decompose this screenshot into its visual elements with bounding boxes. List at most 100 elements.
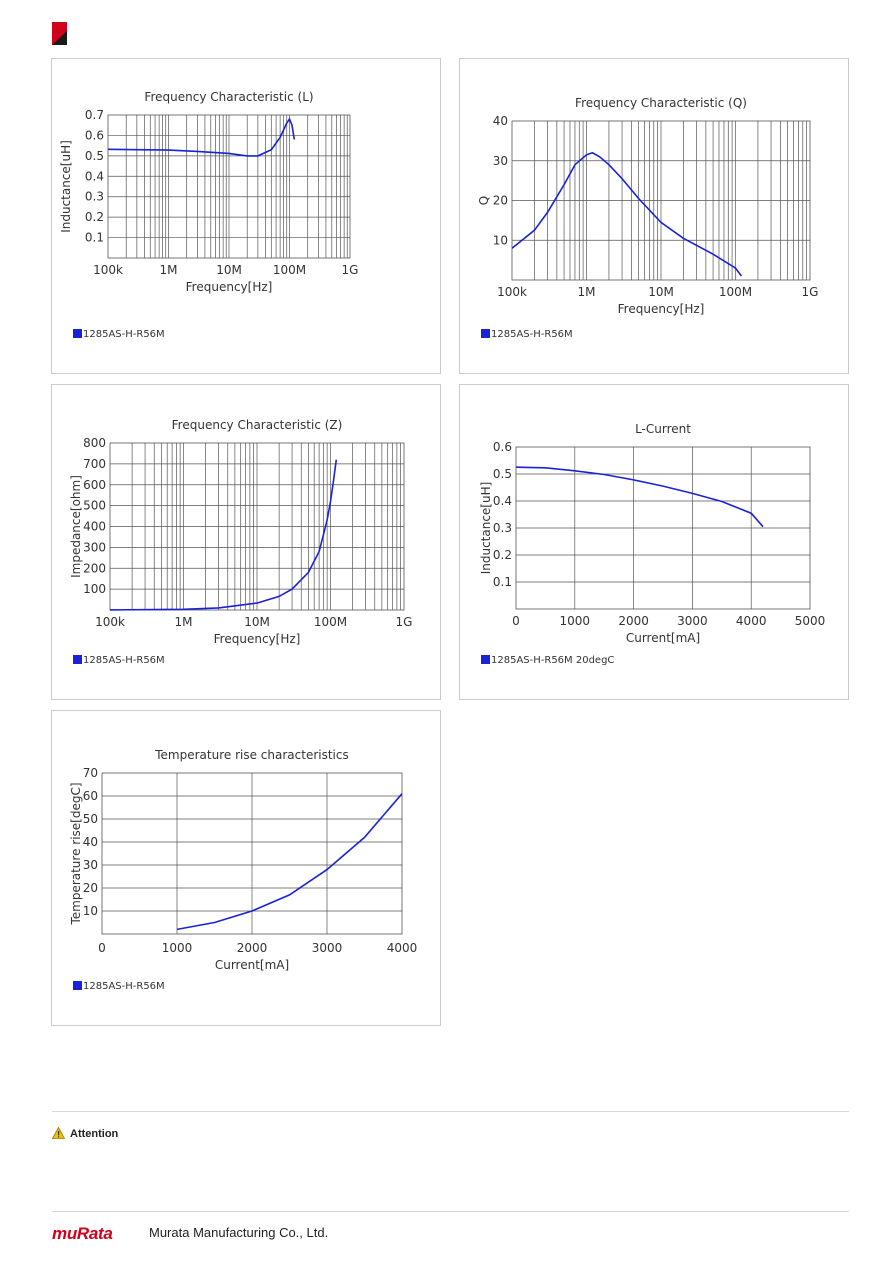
x-tick-label: 100M xyxy=(314,615,347,629)
y-tick-label: 0.3 xyxy=(493,521,512,535)
plot-grid xyxy=(516,447,810,609)
x-tick-label: 1M xyxy=(578,285,596,299)
x-tick-label: 1G xyxy=(396,615,413,629)
plot-grid xyxy=(110,443,404,610)
x-tick-label: 1M xyxy=(175,615,193,629)
y-tick-label: 0.1 xyxy=(85,231,104,245)
y-tick-label: 0.2 xyxy=(85,210,104,224)
chart-panel-l: 0.1 0.2 0.3 0.4 0.5 0.6 0.7 100k 1M 10M 100M 1G Freq… xyxy=(51,58,441,374)
x-axis-label: Current[mA] xyxy=(626,631,700,645)
legend-label: 1285AS-H-R56M xyxy=(83,655,165,666)
y-tick-label: 400 xyxy=(83,520,106,534)
x-tick-label: 2000 xyxy=(618,614,649,628)
warning-icon xyxy=(51,1124,66,1143)
chart-temperature: 10 20 30 40 50 60 70 0 1000 2000 3000 4000 Temperatu… xyxy=(69,748,418,992)
y-tick-label: 60 xyxy=(83,789,98,803)
x-tick-label: 4000 xyxy=(387,941,418,955)
company-name: Murata Manufacturing Co., Ltd. xyxy=(149,1225,329,1240)
series-line xyxy=(511,151,743,277)
y-tick-label: 50 xyxy=(83,812,98,826)
x-axis-label: Frequency[Hz] xyxy=(618,302,705,316)
x-tick-label: 1M xyxy=(160,263,178,277)
y-tick-label: 300 xyxy=(83,540,106,554)
legend-swatch xyxy=(73,981,82,990)
plot-frame xyxy=(109,442,405,611)
chart-panel-q: 10 20 30 40 100k 1M 10M 100M 1G Frequency Charact… xyxy=(459,58,849,374)
y-tick-label: 0.1 xyxy=(493,575,512,589)
series-line xyxy=(515,466,764,528)
y-tick-label: 200 xyxy=(83,561,106,575)
y-axis-label: Impedance[ohm] xyxy=(69,475,83,578)
y-tick-label: 40 xyxy=(493,114,508,128)
x-tick-label: 10M xyxy=(244,615,270,629)
x-tick-label: 10M xyxy=(216,263,242,277)
y-axis-label: Q xyxy=(477,196,491,205)
divider xyxy=(52,1111,849,1112)
y-tick-label: 500 xyxy=(83,499,106,513)
chart-q: 10 20 30 40 100k 1M 10M 100M 1G Frequency Charact… xyxy=(477,96,819,340)
y-tick-label: 800 xyxy=(83,436,106,450)
series-line xyxy=(107,117,296,157)
y-tick-label: 100 xyxy=(83,582,106,596)
y-axis-label: Temperature rise[degC] xyxy=(69,782,83,925)
x-tick-label: 1G xyxy=(802,285,819,299)
x-tick-label: 100k xyxy=(95,615,125,629)
x-tick-label: 10M xyxy=(648,285,674,299)
x-tick-label: 0 xyxy=(512,614,520,628)
murata-logo: muRata xyxy=(52,1224,113,1243)
y-tick-label: 0.2 xyxy=(493,548,512,562)
y-tick-label: 0.5 xyxy=(493,467,512,481)
legend-label: 1285AS-H-R56M 20degC xyxy=(491,655,614,666)
y-tick-label: 0.5 xyxy=(85,149,104,163)
y-tick-label: 40 xyxy=(83,835,98,849)
y-tick-label: 0.7 xyxy=(85,108,104,122)
attention-section: Attention xyxy=(51,1124,119,1143)
legend-label: 1285AS-H-R56M xyxy=(491,329,573,340)
y-tick-label: 30 xyxy=(83,858,98,872)
legend-label: 1285AS-H-R56M xyxy=(83,981,165,992)
legend-swatch xyxy=(481,329,490,338)
chart-title: Frequency Characteristic (L) xyxy=(144,90,313,104)
y-tick-label: 600 xyxy=(83,478,106,492)
x-tick-label: 100k xyxy=(497,285,527,299)
y-axis-label: Inductance[uH] xyxy=(59,140,73,233)
plot-frame xyxy=(101,772,403,935)
y-tick-label: 70 xyxy=(83,766,98,780)
plot-frame xyxy=(511,120,811,281)
x-tick-label: 1000 xyxy=(162,941,193,955)
plot-frame xyxy=(107,114,351,259)
x-tick-label: 5000 xyxy=(795,614,826,628)
x-axis-label: Frequency[Hz] xyxy=(186,280,273,294)
x-tick-label: 100k xyxy=(93,263,123,277)
x-tick-label: 1000 xyxy=(560,614,591,628)
chart-title: Frequency Characteristic (Q) xyxy=(575,96,747,110)
series-line xyxy=(109,459,338,611)
y-tick-label: 0.4 xyxy=(85,169,104,183)
footer-divider xyxy=(52,1211,849,1212)
brand-mark-icon xyxy=(52,22,67,45)
x-tick-label: 2000 xyxy=(237,941,268,955)
plot-grid xyxy=(512,121,810,280)
y-tick-label: 0.3 xyxy=(85,190,104,204)
chart-l-current: 0.1 0.2 0.3 0.4 0.5 0.6 0 1000 2000 3000 4000 5000 L… xyxy=(479,422,826,666)
x-tick-label: 4000 xyxy=(736,614,767,628)
y-tick-label: 10 xyxy=(83,904,98,918)
legend-swatch xyxy=(73,329,82,338)
y-tick-label: 0.6 xyxy=(493,440,512,454)
legend-label: 1285AS-H-R56M xyxy=(83,329,165,340)
chart-title: Frequency Characteristic (Z) xyxy=(172,418,343,432)
x-axis-label: Frequency[Hz] xyxy=(214,632,301,646)
attention-label: Attention xyxy=(70,1127,119,1140)
chart-l: 0.1 0.2 0.3 0.4 0.5 0.6 0.7 100k 1M 10M 100M 1G Freq… xyxy=(59,90,359,340)
legend-swatch xyxy=(481,655,490,664)
y-tick-label: 0.6 xyxy=(85,128,104,142)
x-tick-label: 100M xyxy=(273,263,306,277)
x-tick-label: 1G xyxy=(342,263,359,277)
series-line xyxy=(176,793,403,931)
x-tick-label: 100M xyxy=(719,285,752,299)
chart-panel-temperature: 10 20 30 40 50 60 70 0 1000 2000 3000 4000 Temperatu… xyxy=(51,710,441,1026)
x-axis-label: Current[mA] xyxy=(215,958,289,972)
y-tick-label: 20 xyxy=(83,881,98,895)
legend-swatch xyxy=(73,655,82,664)
plot-frame xyxy=(515,446,811,610)
